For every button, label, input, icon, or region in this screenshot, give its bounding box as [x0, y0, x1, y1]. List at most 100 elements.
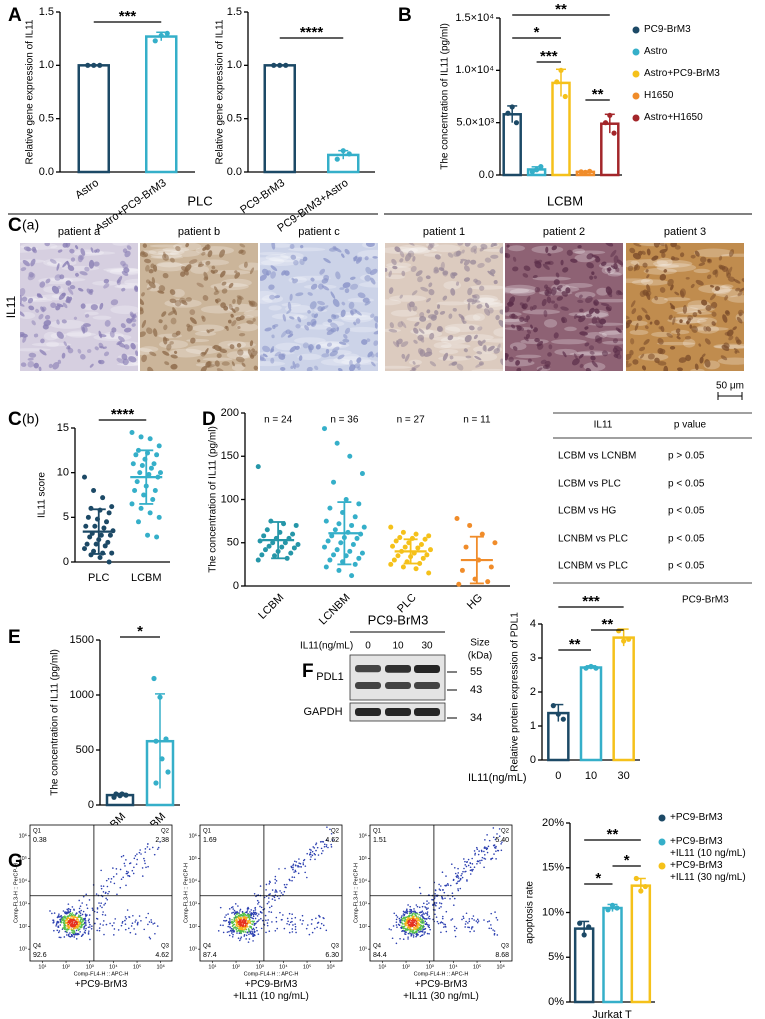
legend-label: H1650: [644, 90, 764, 102]
data-point: [489, 564, 494, 569]
event: [412, 911, 414, 913]
event: [66, 913, 68, 915]
event: [461, 919, 463, 921]
event: [294, 923, 296, 925]
event: [312, 855, 314, 857]
event: [116, 894, 118, 896]
x-tick-label: Astro+PC9-BrM3: [93, 177, 168, 235]
event: [312, 851, 314, 853]
data-point: [98, 555, 103, 560]
event: [96, 930, 98, 932]
event: [471, 918, 473, 920]
event: [440, 885, 442, 887]
event: [133, 866, 135, 868]
event: [427, 914, 429, 916]
event: [257, 900, 259, 902]
stroma: [257, 252, 286, 255]
event: [96, 893, 98, 895]
table-cell: LCNBM vs PLC: [558, 534, 628, 545]
data-point: [423, 537, 428, 542]
event: [64, 936, 66, 938]
event: [85, 930, 87, 932]
event: [103, 885, 105, 887]
event: [298, 862, 300, 864]
data-point: [258, 539, 263, 544]
event: [483, 851, 485, 853]
y-tick-label: 5%: [548, 951, 564, 963]
event: [157, 848, 159, 850]
data-point: [355, 536, 360, 541]
nucleus: [19, 295, 22, 304]
y-tick-label: 1.0: [39, 59, 54, 71]
stroma: [348, 327, 378, 332]
event: [76, 919, 78, 921]
data-point: [296, 542, 301, 547]
event: [314, 928, 316, 930]
bar: [632, 886, 650, 1002]
data-point: [534, 167, 539, 172]
event: [59, 924, 61, 926]
event: [317, 922, 319, 924]
data-point: [151, 676, 156, 681]
event: [501, 849, 503, 851]
x-tick-label: PLC: [88, 572, 109, 584]
event: [84, 922, 86, 924]
event: [416, 904, 418, 906]
event: [58, 916, 60, 918]
event: [474, 866, 476, 868]
table-cell: LCBM vs PLC: [558, 479, 621, 490]
event: [402, 923, 404, 925]
event: [107, 893, 109, 895]
event: [276, 880, 278, 882]
data-point: [538, 164, 543, 169]
event: [114, 918, 116, 920]
plot-caption: +PC9-BrM3 +IL11 (30 ng/mL): [371, 979, 511, 1003]
x-axis-label: Comp-FL4-H :: APC-H: [414, 971, 469, 977]
event: [286, 884, 288, 886]
event: [445, 875, 447, 877]
event: [442, 918, 444, 920]
data-point: [333, 527, 338, 532]
data-point: [159, 756, 164, 761]
event: [66, 934, 68, 936]
event: [284, 884, 286, 886]
data-point: [455, 516, 460, 521]
event: [248, 941, 250, 943]
event: [106, 924, 108, 926]
event: [396, 924, 398, 926]
event: [428, 933, 430, 935]
table-cell: p < 0.05: [668, 561, 705, 572]
y-axis-label: apoptosis rate: [525, 881, 536, 944]
stroma: [694, 249, 733, 258]
x-tick-label: 10⁶: [157, 963, 165, 970]
event: [315, 917, 317, 919]
data-point: [335, 547, 340, 552]
event: [397, 916, 399, 918]
data-point: [390, 544, 395, 549]
data-point: [165, 769, 170, 774]
event: [72, 916, 74, 918]
stroma: [114, 285, 134, 289]
event: [258, 913, 260, 915]
blot-title: PC9-BrM3: [368, 612, 429, 627]
event: [471, 858, 473, 860]
ihc-image: [493, 240, 638, 374]
stroma: [515, 355, 541, 359]
event: [70, 909, 72, 911]
data-point: [131, 461, 136, 466]
event: [237, 905, 239, 907]
event: [284, 891, 286, 893]
event: [139, 915, 141, 917]
event: [477, 922, 479, 924]
x-tick-label: 10¹: [378, 964, 386, 970]
bar: [575, 929, 593, 1002]
event: [331, 846, 333, 848]
data-point: [593, 666, 598, 671]
event: [80, 905, 82, 907]
event: [396, 921, 398, 923]
data-point: [349, 523, 354, 528]
event: [116, 873, 118, 875]
data-point: [283, 63, 288, 68]
data-point: [119, 791, 124, 796]
stroma: [203, 358, 233, 361]
